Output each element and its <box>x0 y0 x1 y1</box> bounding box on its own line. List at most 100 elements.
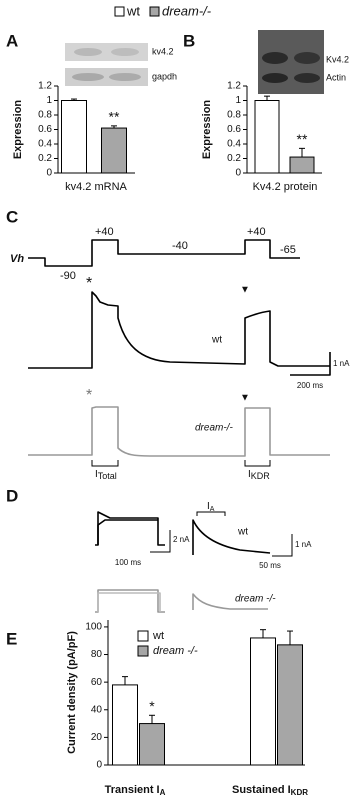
bar <box>101 127 127 174</box>
blot-band <box>294 73 320 83</box>
y-axis-label: Expression <box>201 100 213 160</box>
trace-label: dream -/- <box>235 594 276 605</box>
x-axis-label: Kv4.2 protein <box>253 181 318 193</box>
bracket <box>196 511 226 516</box>
scale-label: 1 nA <box>333 359 350 368</box>
blot-label: Actin <box>326 72 346 82</box>
significance: * <box>149 698 155 714</box>
marker: * <box>86 275 92 292</box>
bracket <box>91 460 271 467</box>
y-tick-label: 0.8 <box>227 110 241 121</box>
y-tick-label: 1.2 <box>38 81 52 92</box>
y-tick-label: 80 <box>91 649 103 660</box>
current-main: I <box>95 469 98 480</box>
blot-band <box>74 48 102 56</box>
scale-label: 200 ms <box>297 381 323 390</box>
marker: ▼ <box>240 285 250 296</box>
figure-legend: wt dream-/- <box>114 3 212 18</box>
y-tick-label: 0.2 <box>38 153 52 164</box>
y-tick-label: 0 <box>96 760 102 771</box>
current-sub: A <box>210 506 215 513</box>
legend-label: wt <box>126 3 140 18</box>
panel-label: D <box>6 486 18 505</box>
legend-label: dream -/- <box>153 645 198 657</box>
x-tick-label: Transient IA <box>105 784 166 797</box>
y-tick-label: 1.2 <box>227 81 241 92</box>
blot-label: gapdh <box>152 71 177 81</box>
y-tick-label: 0.2 <box>227 153 241 164</box>
y-tick-label: 20 <box>91 732 103 743</box>
category-sub: KDR <box>291 788 309 797</box>
current-label: IA <box>207 501 215 513</box>
blot-band <box>111 48 139 56</box>
protocol-label: +40 <box>247 226 266 238</box>
trace-label: dream-/- <box>195 423 233 434</box>
protocol-label: -65 <box>280 244 296 256</box>
trace-label: wt <box>237 527 248 538</box>
scale-label: 100 ms <box>115 558 141 567</box>
y-tick-label: 40 <box>91 704 103 715</box>
protocol-label: Vh <box>10 253 24 265</box>
legend-swatch <box>137 630 149 642</box>
blot-band <box>262 73 288 83</box>
dream-trace <box>28 406 330 457</box>
panel-label: E <box>6 629 17 648</box>
significance: ** <box>297 131 308 147</box>
y-tick-label: 0.4 <box>227 139 241 150</box>
wt-trace <box>95 511 165 546</box>
bar <box>250 637 276 766</box>
dream-trace <box>97 592 161 612</box>
blot-band <box>262 52 288 64</box>
wt-trace <box>97 519 158 545</box>
blot-label: Kv4.2 <box>326 54 349 64</box>
y-tick-label: 0.4 <box>38 139 52 150</box>
panel-label: B <box>183 31 195 50</box>
y-tick-label: 0.8 <box>38 110 52 121</box>
category-main: Sustained I <box>232 784 291 796</box>
legend-label: wt <box>152 630 164 642</box>
y-tick-label: 1 <box>46 95 52 106</box>
bar <box>277 644 303 766</box>
scale-bar <box>150 530 171 553</box>
blot-band <box>65 68 148 86</box>
y-tick-label: 100 <box>85 622 102 633</box>
current-main: I <box>207 501 210 512</box>
marker: * <box>86 387 92 404</box>
blot-band <box>294 52 320 64</box>
blot-a <box>65 43 148 86</box>
current-label: IKDR <box>248 469 270 482</box>
bar <box>112 684 138 766</box>
panel-label: C <box>6 207 18 226</box>
scale-bar <box>272 534 293 557</box>
blot-band <box>65 43 148 61</box>
current-sub: KDR <box>251 471 271 481</box>
bar <box>289 156 315 174</box>
legend-label: dream-/- <box>162 3 212 18</box>
legend-swatch <box>114 6 125 17</box>
bar <box>254 100 280 174</box>
wt-trace <box>192 519 271 555</box>
blot-b <box>258 30 324 94</box>
scale-label: 50 ms <box>259 561 281 570</box>
significance: ** <box>109 109 120 125</box>
x-axis-label: kv4.2 mRNA <box>65 181 127 193</box>
y-axis-label: Expression <box>12 100 24 160</box>
scale-label: 1 nA <box>295 540 312 549</box>
protocol-label: -40 <box>172 240 188 252</box>
legend-swatch <box>137 645 149 657</box>
y-tick-label: 1 <box>235 95 241 106</box>
bar <box>139 723 165 766</box>
category-main: Transient I <box>105 784 160 796</box>
y-tick-label: 0 <box>235 168 241 179</box>
blot-band <box>72 73 104 81</box>
voltage-protocol <box>28 239 300 267</box>
category-sub: A <box>160 788 166 797</box>
y-tick-label: 0.6 <box>227 124 241 135</box>
y-tick-label: 0 <box>46 168 52 179</box>
wt-trace <box>28 291 330 369</box>
current-label: ITotal <box>95 469 117 482</box>
dream-trace <box>192 593 268 610</box>
current-main: I <box>248 469 251 480</box>
scale-label: 2 nA <box>173 535 190 544</box>
